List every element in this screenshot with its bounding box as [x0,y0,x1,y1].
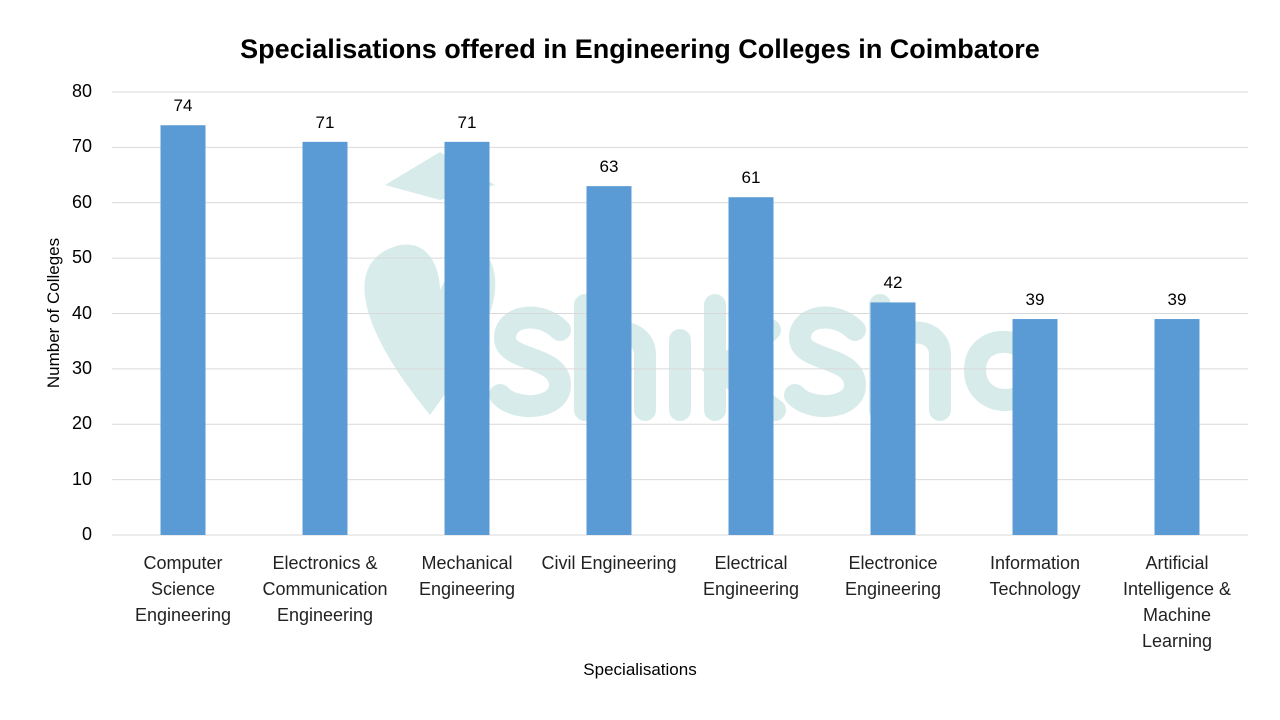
y-tick-label: 10 [71,468,92,489]
data-label: 42 [883,273,903,293]
data-label: 74 [173,96,193,116]
x-tick-label: Computer Science Engineering [134,553,232,625]
y-tick-label: 30 [71,357,92,378]
y-tick-label: 0 [81,524,92,544]
bar [870,302,916,535]
watermark-letter-s2 [784,306,867,418]
x-axis-label: Specialisations [583,660,697,679]
x-tick-label: Electronics & Communication Engineering [262,553,388,625]
x-tick-label: Electrical Engineering [702,553,800,599]
data-label: 71 [457,112,477,132]
y-tick-label: 70 [71,136,92,157]
bar [1154,319,1200,535]
y-tick-label: 60 [71,191,92,212]
y-tick-label: 40 [71,302,92,323]
bar [728,197,774,535]
x-tick-label: Mechanical Engineering [418,553,516,599]
y-tick-label: 20 [71,413,92,434]
bar [302,141,348,535]
data-label: 39 [1167,290,1187,310]
watermark-letter-s [489,306,572,418]
x-tick-label: Artificial Intelligence & Machine Learni… [1122,553,1232,651]
x-tick-label: Electronice Engineering [844,553,942,599]
chart-title: Specialisations offered in Engineering C… [240,34,1040,64]
y-tick-label: 50 [71,247,92,268]
data-label: 71 [315,112,335,132]
bar [444,141,490,535]
data-label: 39 [1025,290,1045,310]
bar [586,186,632,535]
y-tick-label: 80 [71,81,92,101]
x-tick-label: Civil Engineering [541,553,677,573]
data-label: 63 [599,157,619,177]
bar [160,125,206,535]
x-tick-label: Information Technology [989,553,1081,599]
data-label: 61 [741,168,761,188]
bar [1012,319,1058,535]
